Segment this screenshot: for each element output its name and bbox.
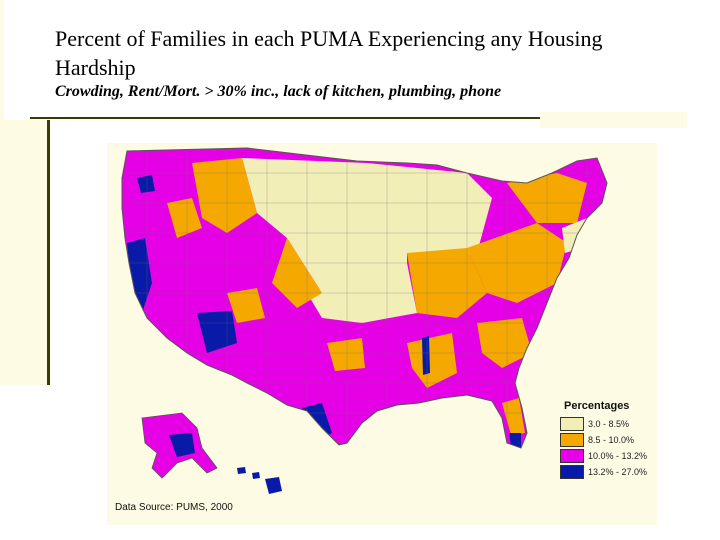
legend-label: 10.0% - 13.2% (588, 451, 648, 461)
hawaii-region (237, 467, 282, 494)
legend-swatch (560, 449, 584, 463)
legend-item: 10.0% - 13.2% (560, 448, 660, 464)
legend-swatch (560, 433, 584, 447)
slide-decoration-right-box (540, 112, 687, 128)
slide-title: Percent of Families in each PUMA Experie… (55, 26, 603, 80)
data-source-note: Data Source: PUMS, 2000 (115, 502, 233, 513)
legend-label: 8.5 - 10.0% (588, 435, 635, 445)
slide-decoration-left-bar (0, 120, 50, 385)
legend-title: Percentages (564, 400, 630, 412)
map-legend: Percentages 3.0 - 8.5% 8.5 - 10.0% 10.0% -… (560, 400, 660, 480)
alaska-region (141, 412, 218, 479)
legend-label: 13.2% - 27.0% (588, 467, 648, 477)
us-outline (121, 147, 608, 449)
legend-item: 3.0 - 8.5% (560, 416, 660, 432)
slide-subtitle: Crowding, Rent/Mort. > 30% inc., lack of… (55, 83, 502, 100)
legend-swatch (560, 465, 584, 479)
legend-label: 3.0 - 8.5% (588, 419, 630, 429)
legend-item: 8.5 - 10.0% (560, 432, 660, 448)
us-puma-map (121, 147, 608, 494)
title-divider-rule (30, 117, 540, 119)
legend-item: 13.2% - 27.0% (560, 464, 660, 480)
legend-swatch (560, 417, 584, 431)
